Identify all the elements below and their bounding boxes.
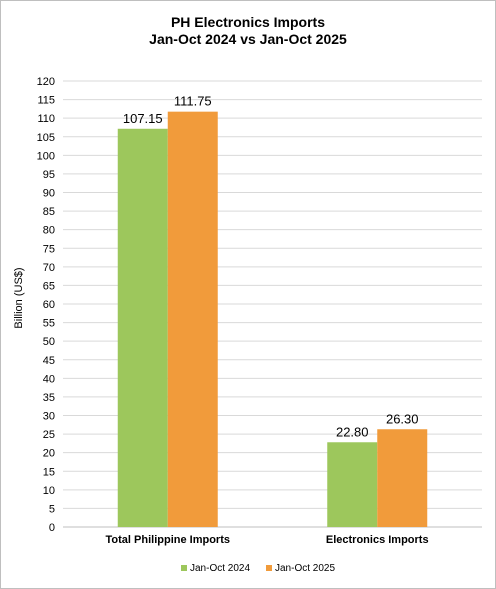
y-tick-label: 15 <box>43 466 55 478</box>
bars <box>117 111 428 528</box>
y-tick-label: 75 <box>43 243 55 255</box>
legend-swatch <box>181 565 187 571</box>
chart-title: PH Electronics Imports Jan-Oct 2024 vs J… <box>0 14 496 48</box>
y-axis-ticks: 0 5 10 15 20 25 30 35 40 45 50 55 60 65 70 75 80 85 90 95 10… <box>37 76 55 534</box>
y-tick-label: 40 <box>43 373 55 385</box>
y-tick-label: 20 <box>43 448 55 460</box>
y-tick-label: 65 <box>43 280 55 292</box>
y-tick-label: 35 <box>43 392 55 404</box>
y-tick-label: 10 <box>43 485 55 497</box>
y-tick-label: 105 <box>37 132 55 144</box>
bar <box>167 111 218 527</box>
y-tick-label: 110 <box>37 113 55 125</box>
y-tick-label: 45 <box>43 355 55 367</box>
bar <box>377 429 428 527</box>
legend: Jan-Oct 2024 Jan-Oct 2025 <box>181 563 335 574</box>
y-tick-label: 120 <box>37 76 55 88</box>
chart-title-line2: Jan-Oct 2024 vs Jan-Oct 2025 <box>149 31 347 47</box>
y-tick-label: 60 <box>43 299 55 311</box>
y-tick-label: 100 <box>37 150 55 162</box>
bar <box>327 442 378 527</box>
bar <box>117 128 168 528</box>
y-tick-label: 95 <box>43 169 55 181</box>
y-tick-label: 5 <box>49 503 55 515</box>
data-label: 107.15 <box>123 111 163 126</box>
category-label: Electronics Imports <box>326 534 429 546</box>
y-tick-label: 90 <box>43 188 55 200</box>
data-label: 26.30 <box>386 411 419 426</box>
y-tick-label: 0 <box>49 522 55 534</box>
chart-title-line1: PH Electronics Imports <box>170 14 326 30</box>
y-tick-label: 55 <box>43 318 55 330</box>
data-labels: 107.15 111.75 22.80 26.30 <box>123 94 419 440</box>
y-axis-label: Billion (US$) <box>13 267 25 328</box>
y-tick-label: 85 <box>43 206 55 218</box>
legend-label: Jan-Oct 2024 <box>190 563 250 574</box>
y-tick-label: 30 <box>43 411 55 423</box>
y-tick-label: 70 <box>43 262 55 274</box>
category-labels: Total Philippine Imports Electronics Impo… <box>106 534 429 546</box>
legend-swatch <box>266 565 272 571</box>
y-tick-label: 25 <box>43 429 55 441</box>
data-label: 111.75 <box>174 94 212 109</box>
y-tick-label: 115 <box>37 95 55 107</box>
y-tick-label: 50 <box>43 336 55 348</box>
legend-label: Jan-Oct 2025 <box>275 563 335 574</box>
category-label: Total Philippine Imports <box>106 534 230 546</box>
y-tick-label: 80 <box>43 225 55 237</box>
data-label: 22.80 <box>336 424 369 439</box>
